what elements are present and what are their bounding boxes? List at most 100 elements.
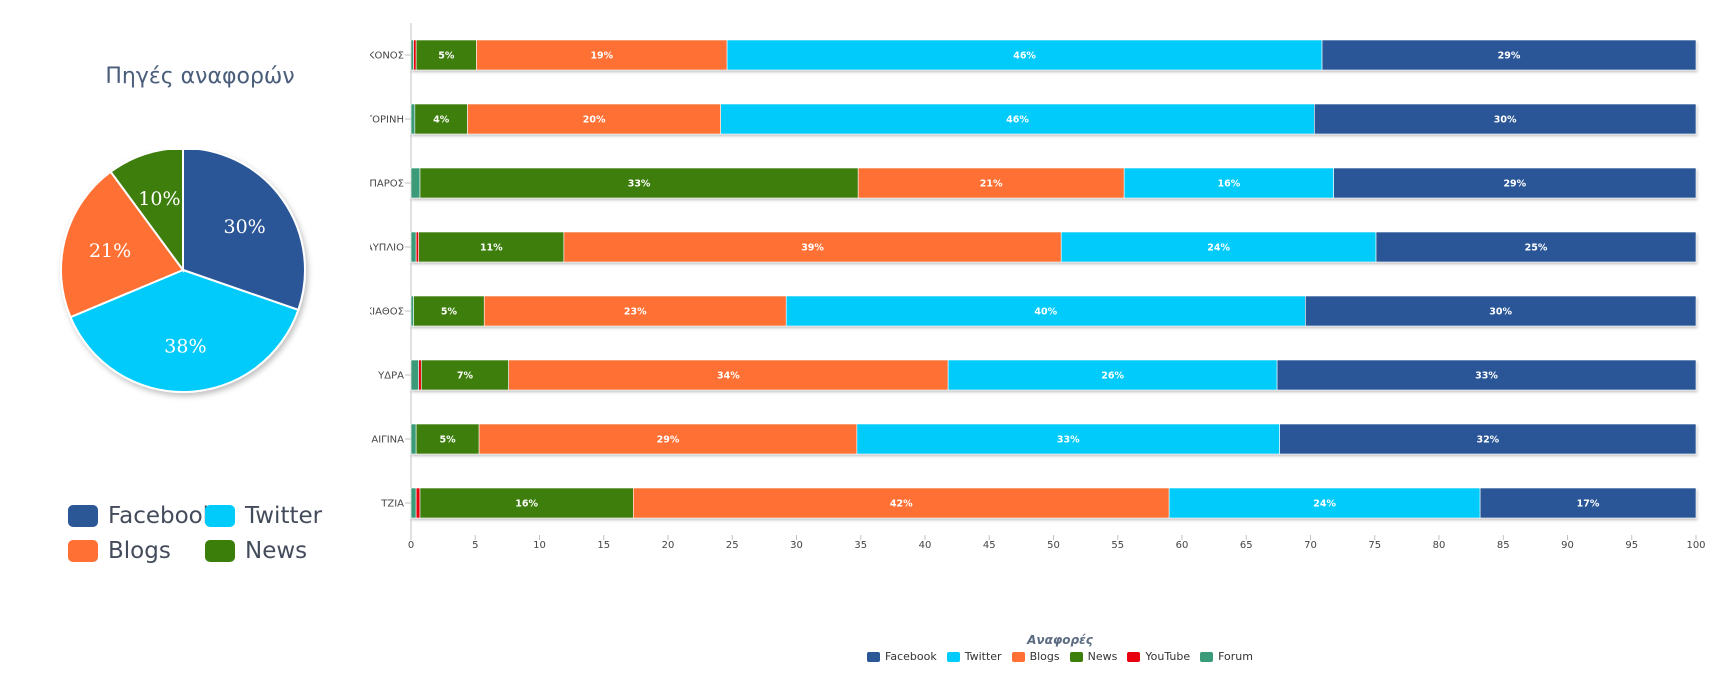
bar-segment-blogs (467, 103, 721, 135)
bar-segment-blogs (633, 487, 1170, 519)
x-tick-label: 25 (726, 540, 739, 551)
bar-segment-facebook (1314, 103, 1697, 135)
bar-segment-label-blogs: 19% (590, 51, 613, 62)
bar-segment-news (419, 167, 859, 199)
pie-legend-label: Blogs (108, 538, 171, 564)
bar-segment-label-facebook: 32% (1476, 435, 1499, 446)
bar-row-1 (410, 39, 1697, 71)
bar-segment-label-news: 5% (441, 307, 458, 318)
bar-row-3 (410, 167, 1697, 199)
pie-legend-item-blogs: Blogs (68, 538, 171, 564)
bar-segment-label-blogs: 23% (624, 307, 647, 318)
pie-legend-item-twitter: Twitter (205, 503, 322, 529)
pie-slice-label-news: 10% (138, 188, 180, 210)
bar-segment-forum (410, 231, 417, 263)
bar-segment-twitter (1168, 487, 1481, 519)
bar-legend-item-facebook: Facebook (867, 650, 937, 663)
bar-legend-item-blogs: Blogs (1011, 650, 1060, 663)
bar-row-2 (410, 103, 1697, 135)
bar-legend-item-youtube: YouTube (1127, 650, 1190, 663)
bar-legend-label: Forum (1218, 650, 1253, 663)
bar-segment-twitter (1123, 167, 1334, 199)
x-tick-label: 10 (533, 540, 546, 551)
bar-segment-news (413, 295, 485, 327)
category-label-5: ΣΚΙΑΘΟΣ (370, 307, 404, 318)
bar-segment-blogs (857, 167, 1125, 199)
bar-segment-label-blogs: 34% (717, 371, 740, 382)
bar-legend-swatch (1011, 651, 1025, 662)
bar-segment-label-facebook: 25% (1525, 243, 1548, 254)
category-label-8: ΤΖΙΑ (380, 499, 404, 510)
pie-slice-blogs (60, 170, 185, 319)
pie-slice-label-blogs: 21% (89, 240, 131, 262)
category-label-7: ΑΙΓΙΝΑ (371, 435, 404, 446)
bar-segment-twitter (1060, 231, 1377, 263)
bar-segment-label-news: 16% (515, 499, 538, 510)
x-tick-label: 75 (1368, 540, 1381, 551)
bar-segment-label-twitter: 33% (1057, 435, 1080, 446)
bar-segment-news (420, 359, 509, 391)
bar-legend-label: YouTube (1145, 650, 1191, 663)
bar-segment-forum (410, 295, 414, 327)
bar-segment-blogs (483, 295, 787, 327)
x-tick-label: 45 (983, 540, 996, 551)
bar-segment-facebook (1279, 423, 1697, 455)
pie-legend-swatch (68, 540, 98, 562)
bar-row-6 (410, 359, 1697, 391)
bar-chart-x-axis-title: Αναφορές (1027, 633, 1093, 647)
bar-segment-facebook (1375, 231, 1697, 263)
category-label-1: ΜΥΚΟΝΟΣ (370, 51, 404, 62)
bar-segment-label-twitter: 40% (1034, 307, 1057, 318)
pie-chart: 30% 38% 21% 10% (60, 150, 306, 393)
bar-segment-facebook (1321, 39, 1697, 71)
pie-chart-title: Πηγές αναφορών (105, 64, 295, 89)
bar-segment-news (414, 103, 468, 135)
bar-segment-label-facebook: 17% (1577, 499, 1600, 510)
bar-segment-twitter (785, 295, 1306, 327)
x-tick-label: 40 (919, 540, 932, 551)
bar-segment-label-news: 5% (440, 435, 457, 446)
bar-segment-label-blogs: 20% (583, 115, 606, 126)
x-tick-label: 70 (1304, 540, 1317, 551)
x-tick-label: 95 (1625, 540, 1638, 551)
bar-legend-swatch (1127, 651, 1141, 662)
bar-segment-label-news: 33% (628, 179, 651, 190)
bar-row-5 (410, 295, 1697, 327)
bar-segment-twitter (720, 103, 1315, 135)
bar-segment-label-blogs: 42% (890, 499, 913, 510)
bar-legend-label: Twitter (964, 650, 1002, 663)
bar-segment-label-news: 11% (480, 243, 503, 254)
x-tick-label: 100 (1686, 540, 1705, 551)
bar-legend-item-news: News (1069, 650, 1118, 663)
bar-segment-youtube (415, 487, 421, 519)
pie-legend-item-facebook: Facebook (68, 503, 216, 529)
bar-row-4 (410, 231, 1697, 263)
bar-segment-forum (410, 359, 420, 391)
pie-slice-facebook (182, 150, 306, 312)
bar-segment-label-twitter: 46% (1013, 51, 1036, 62)
pie-chart-panel: Πηγές αναφορών 30% 38% 21% 10% Facebook Twit… (0, 0, 400, 679)
bar-segment-twitter (947, 359, 1278, 391)
bar-legend-swatch (1200, 651, 1214, 662)
bar-legend-swatch (1069, 651, 1083, 662)
bar-segment-label-blogs: 21% (980, 179, 1003, 190)
category-label-4: ΝΑΥΠΛΙΟ (370, 243, 404, 254)
bar-segment-forum (410, 167, 421, 199)
x-tick-label: 85 (1497, 540, 1510, 551)
pie-legend-label: Facebook (108, 503, 217, 529)
bar-segment-facebook (1276, 359, 1697, 391)
bar-segment-blogs (563, 231, 1062, 263)
x-tick-label: 55 (1111, 540, 1124, 551)
bar-segment-label-facebook: 29% (1503, 179, 1526, 190)
pie-legend-swatch (68, 505, 98, 527)
bar-legend-label: News (1087, 650, 1118, 663)
pie-slice-news (109, 150, 184, 274)
bar-segment-twitter (726, 39, 1323, 71)
bar-legend-label: Facebook (885, 650, 937, 663)
stacked-bar-chart: ΜΥΚΟΝΟΣ 5% 19% 46% 29% ΣΑΝΤΟΡΙΝΗ 4% 20% 46% 30% ΠΑ… (370, 23, 1706, 551)
x-tick-label: 60 (1176, 540, 1189, 551)
bar-segment-label-facebook: 30% (1489, 307, 1512, 318)
bar-segment-news (419, 487, 634, 519)
pie-slice-label-twitter: 38% (164, 336, 206, 358)
bar-legend-swatch (946, 651, 960, 662)
